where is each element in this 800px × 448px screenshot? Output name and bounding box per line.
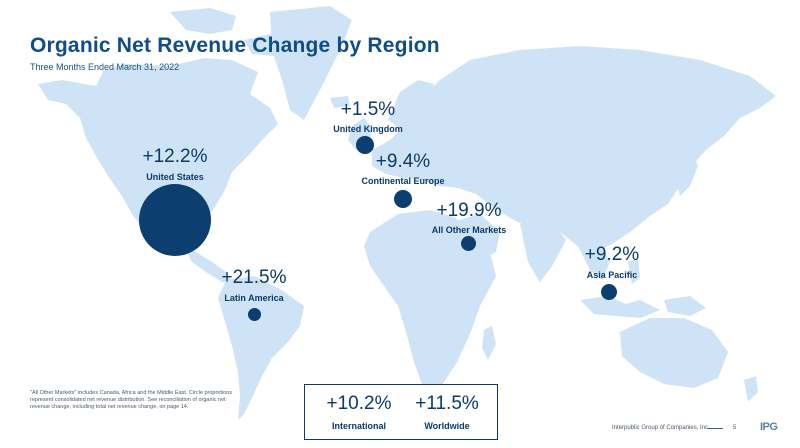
scandinavia-shape [388, 80, 434, 130]
region-bubble [601, 284, 617, 300]
greenland-shape [270, 6, 352, 120]
summary-worldwide-label: Worldwide [424, 421, 470, 431]
eurasia-shape [372, 46, 776, 252]
footer-divider [707, 428, 723, 429]
region-value: +1.5% [340, 99, 396, 120]
iceland-shape [330, 96, 350, 108]
japan-shape [676, 150, 698, 196]
summary-international-label: International [331, 421, 386, 431]
page-subtitle: Three Months Ended March 31, 2022 [30, 62, 180, 72]
region-value: +9.4% [375, 151, 431, 172]
region-label: Continental Europe [361, 176, 445, 186]
arabia-shape [452, 214, 500, 262]
africa-shape [364, 210, 496, 390]
indonesia-shape [580, 296, 660, 318]
southeast-asia-shape [578, 244, 610, 280]
summary-worldwide-value: +11.5% [415, 393, 479, 414]
summary-box: +10.2% International +11.5% Worldwide [304, 384, 498, 440]
region-label: United Kingdom [333, 124, 403, 134]
region-bubble [139, 184, 211, 256]
region-value: +21.5% [221, 267, 287, 288]
philippines-shape [628, 258, 640, 284]
ipg-logo: IPG [760, 421, 778, 433]
region-value: +12.2% [142, 146, 208, 167]
region-bubble [394, 190, 412, 208]
region-label: United States [146, 172, 204, 182]
region-label: Latin America [224, 293, 284, 303]
region-bubble [356, 136, 374, 154]
south-america-shape [218, 276, 304, 420]
region-label: All Other Markets [431, 225, 507, 235]
footnote: "All Other Markets" includes Canada, Afr… [30, 390, 232, 410]
north-america-shape [38, 58, 278, 252]
company-name: Interpublic Group of Companies, Inc. [612, 425, 710, 431]
summary-worldwide: +11.5% Worldwide [405, 393, 489, 431]
madagascar-shape [482, 326, 496, 360]
page-title: Organic Net Revenue Change by Region [30, 34, 440, 57]
region-bubble [461, 236, 476, 251]
region-bubble [248, 308, 261, 321]
region-value: +19.9% [436, 200, 502, 221]
region-value: +9.2% [584, 244, 640, 265]
central-america-shape [182, 244, 232, 282]
new-zealand-shape [744, 376, 758, 402]
australia-shape [620, 318, 728, 388]
india-shape [520, 222, 566, 282]
arctic-islands-shape [170, 8, 236, 34]
summary-international: +10.2% International [317, 393, 401, 431]
region-label: Asia Pacific [586, 270, 638, 280]
page-number: 5 [733, 425, 737, 431]
papua-shape [664, 296, 706, 316]
summary-international-value: +10.2% [326, 393, 392, 414]
